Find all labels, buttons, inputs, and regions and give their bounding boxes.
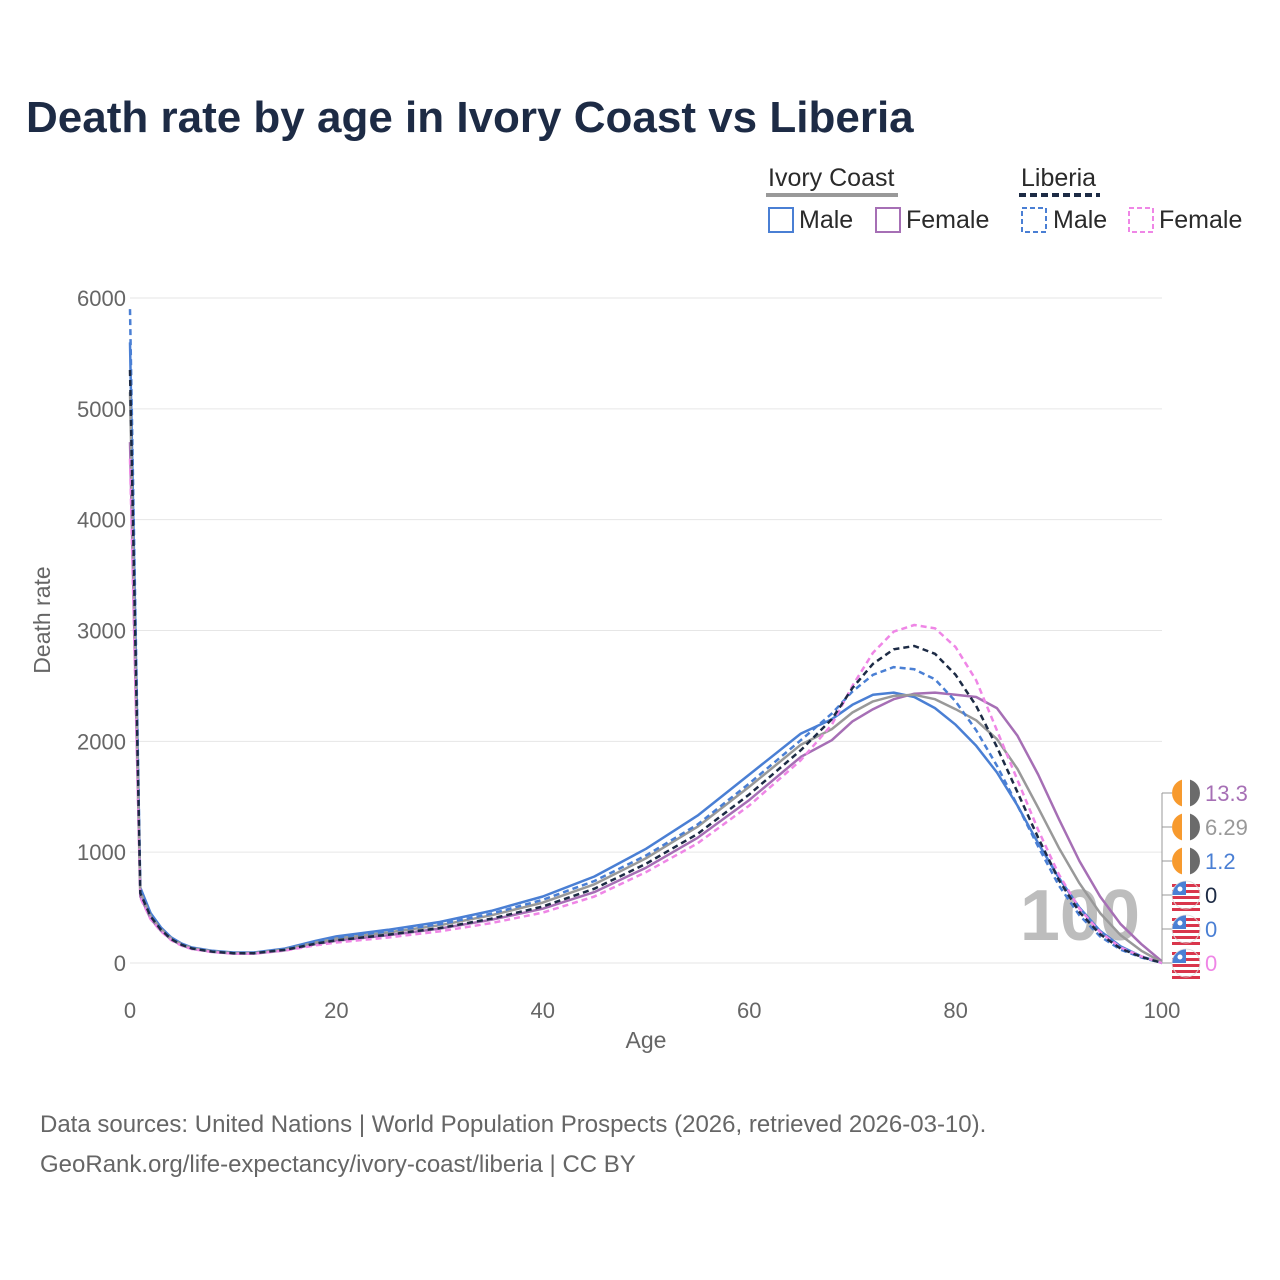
- age-watermark: 100: [1020, 876, 1140, 956]
- flag-stripe: [1172, 908, 1200, 911]
- end-label-ic-male: 1.2: [1162, 847, 1236, 875]
- series-line-ic-male: [128, 342, 1163, 965]
- end-label-value: 0: [1205, 951, 1217, 976]
- x-tick-label: 100: [1144, 998, 1181, 1023]
- y-tick-label: 6000: [77, 286, 126, 311]
- series-line-lr-female: [128, 458, 1163, 965]
- y-tick-label: 5000: [77, 397, 126, 422]
- end-label-ic-both: 6.29: [1162, 813, 1248, 841]
- flag-stripe: [1172, 970, 1200, 973]
- end-label-lr-male: 0: [1162, 914, 1217, 945]
- flag-stripe: [1172, 942, 1200, 945]
- legend-swatch-lr-male: [1021, 207, 1047, 233]
- legend-item-ic-male[interactable]: Male: [768, 206, 853, 234]
- chart-title: Death rate by age in Ivory Coast vs Libe…: [26, 93, 914, 142]
- y-tick-label: 4000: [77, 508, 126, 533]
- legend-group-ivory-coast: Ivory Coast: [768, 164, 894, 192]
- end-label-lr-both: 0: [1162, 880, 1217, 911]
- flag-stripe: [1172, 936, 1200, 939]
- flag-band-orange: [1172, 847, 1182, 875]
- x-tick-label: 20: [324, 998, 348, 1023]
- flag-band-grey: [1190, 847, 1200, 875]
- ivory-coast-flag-icon: [1172, 813, 1200, 841]
- attribution-line: GeoRank.org/life-expectancy/ivory-coast/…: [40, 1151, 636, 1178]
- flag-stripe: [1172, 976, 1200, 979]
- end-label-value: 0: [1205, 917, 1217, 942]
- legend-swatch-ic-male: [768, 207, 794, 233]
- x-tick-label: 40: [531, 998, 555, 1023]
- end-label-value: 13.3: [1205, 781, 1248, 806]
- y-tick-label: 2000: [77, 729, 126, 754]
- end-label-value: 1.2: [1205, 849, 1236, 874]
- series-line-lr-both: [128, 369, 1163, 965]
- flag-stripe: [1172, 964, 1200, 967]
- flag-outline: [1171, 880, 1201, 910]
- flag-outline: [1171, 948, 1201, 978]
- x-tick-label: 80: [943, 998, 967, 1023]
- series-line-ic-both: [128, 392, 1163, 964]
- grid: [130, 297, 1162, 964]
- y-axis-ticks: 0 1000 2000 3000 4000 5000 6000: [77, 286, 126, 976]
- flag-star: [1177, 920, 1183, 926]
- flag-band-grey: [1190, 813, 1200, 841]
- source-line: Data sources: United Nations | World Pop…: [40, 1111, 986, 1138]
- end-label-value: 0: [1205, 883, 1217, 908]
- y-axis-label: Death rate: [29, 566, 55, 673]
- y-tick-label: 1000: [77, 840, 126, 865]
- y-tick-label: 3000: [77, 619, 126, 644]
- flag-stripe: [1172, 896, 1200, 899]
- end-label-lr-female: 0: [1162, 948, 1217, 979]
- legend-label-ic-female: Female: [906, 206, 989, 234]
- legend-label-ic-male: Male: [799, 206, 853, 234]
- legend-label-lr-female: Female: [1159, 206, 1242, 234]
- liberia-flag-icon: [1171, 914, 1201, 945]
- flag-band-orange: [1172, 779, 1182, 807]
- ivory-coast-flag-icon: [1172, 779, 1200, 807]
- flag-band-orange: [1172, 813, 1182, 841]
- legend-item-lr-male[interactable]: Male: [1021, 206, 1107, 234]
- end-label-value: 6.29: [1205, 815, 1248, 840]
- series-line-lr-male: [128, 309, 1163, 965]
- y-tick-label: 0: [114, 951, 126, 976]
- end-labels: 13.3 6.29 1.2 0 0 0: [1162, 779, 1248, 979]
- legend-item-ic-female[interactable]: Female: [875, 206, 989, 234]
- legend-label-lr-male: Male: [1053, 206, 1107, 234]
- x-axis-label: Age: [626, 1027, 667, 1053]
- x-tick-label: 0: [124, 998, 136, 1023]
- flag-star: [1177, 886, 1183, 892]
- flag-stripe: [1172, 930, 1200, 933]
- liberia-flag-icon: [1171, 948, 1201, 979]
- legend-swatch-ic-female: [875, 207, 901, 233]
- flag-outline: [1171, 914, 1201, 944]
- flag-star: [1177, 954, 1183, 960]
- flag-stripe: [1172, 902, 1200, 905]
- end-label-ic-female: 13.3: [1162, 779, 1248, 807]
- liberia-flag-icon: [1171, 880, 1201, 911]
- ivory-coast-flag-icon: [1172, 847, 1200, 875]
- x-axis-ticks: 0 20 40 60 80 100: [124, 998, 1180, 1023]
- legend-group-liberia: Liberia: [1021, 164, 1096, 192]
- flag-band-grey: [1190, 779, 1200, 807]
- x-tick-label: 60: [737, 998, 761, 1023]
- legend-item-lr-female[interactable]: Female: [1128, 206, 1242, 234]
- legend: Ivory Coast Liberia Male Female Male Fem…: [766, 164, 1242, 234]
- series-lines: [128, 309, 1163, 965]
- legend-swatch-lr-female: [1128, 207, 1154, 233]
